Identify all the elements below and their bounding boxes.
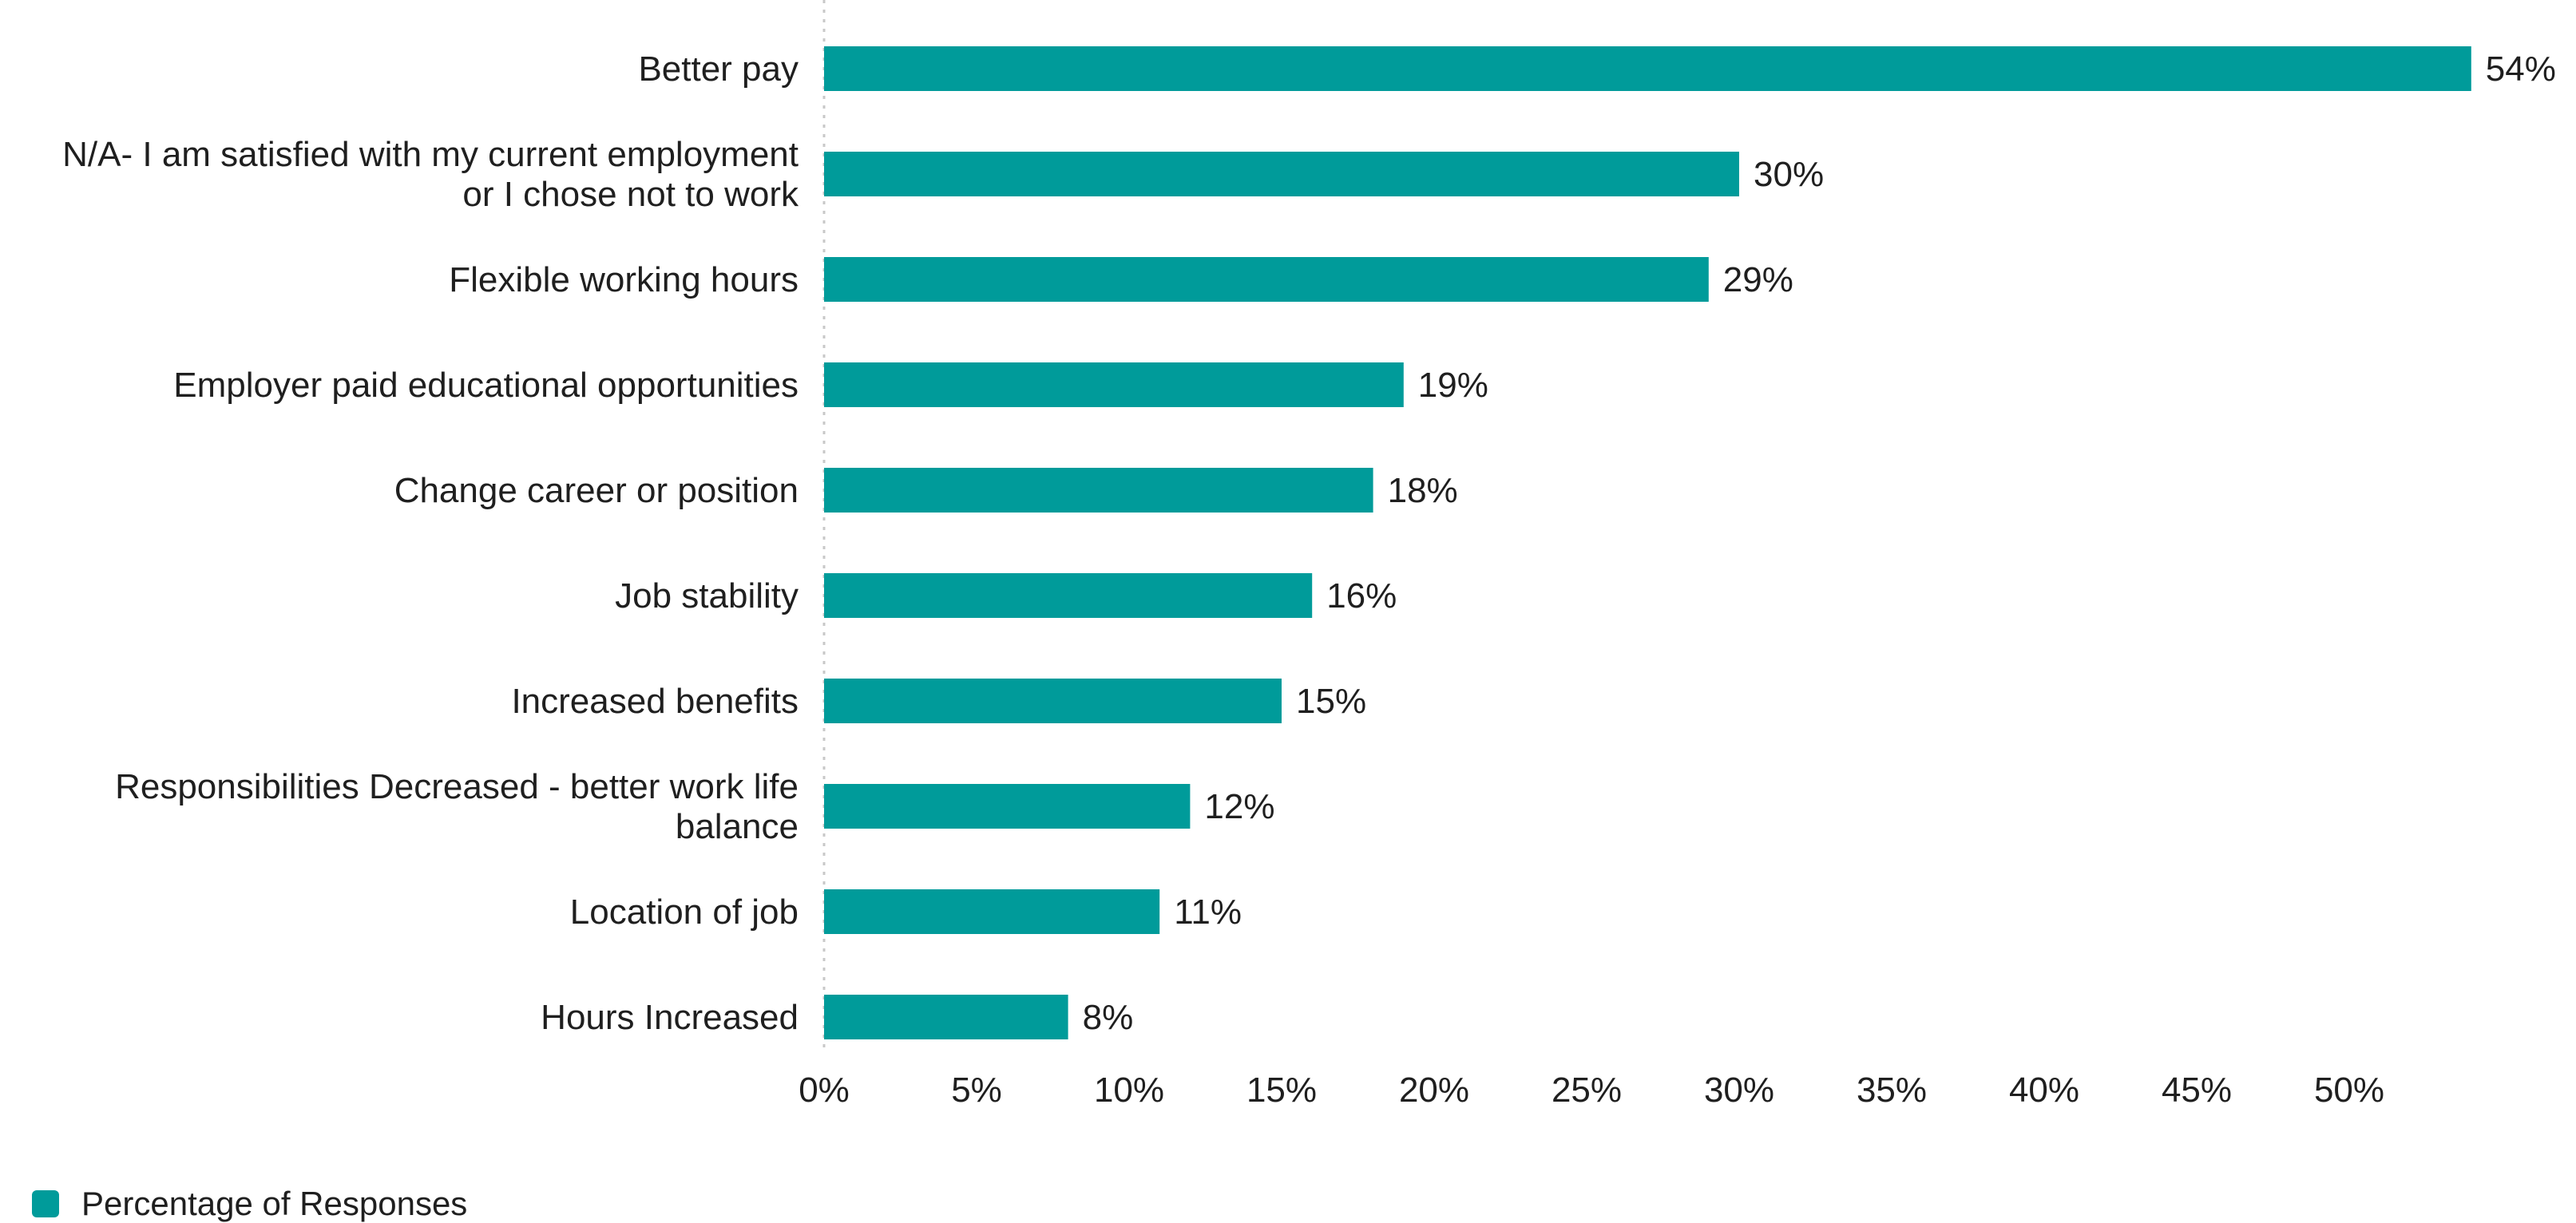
category-label: Responsibilities Decreased - better work… bbox=[115, 767, 799, 846]
category-label: Flexible working hours bbox=[449, 260, 799, 299]
legend-label: Percentage of Responses bbox=[81, 1185, 468, 1222]
data-label: 11% bbox=[1174, 893, 1242, 932]
bar bbox=[824, 995, 1068, 1039]
data-label: 29% bbox=[1723, 260, 1793, 299]
x-tick-label: 0% bbox=[799, 1071, 850, 1110]
x-tick-label: 45% bbox=[2162, 1071, 2232, 1110]
x-tick-label: 25% bbox=[1552, 1071, 1622, 1110]
data-labels: 54% 30% 29% 19% 18% 16% 15% 12% 11% 8% bbox=[1083, 49, 2556, 1037]
bar bbox=[824, 152, 1739, 196]
data-label: 12% bbox=[1204, 787, 1274, 826]
category-label: N/A- I am satisfied with my current empl… bbox=[62, 135, 799, 214]
bar bbox=[824, 573, 1313, 618]
x-tick-label: 20% bbox=[1399, 1071, 1469, 1110]
legend: Percentage of Responses bbox=[32, 1185, 467, 1223]
data-label: 15% bbox=[1296, 682, 1366, 721]
category-label: Location of job bbox=[570, 893, 799, 932]
data-label: 30% bbox=[1754, 155, 1824, 194]
bar bbox=[824, 679, 1282, 723]
bars-group bbox=[824, 46, 2471, 1039]
x-tick-label: 15% bbox=[1246, 1071, 1317, 1110]
bar bbox=[824, 784, 1191, 829]
category-label: Better pay bbox=[638, 49, 799, 89]
x-tick-label: 40% bbox=[2009, 1071, 2079, 1110]
data-label: 19% bbox=[1418, 366, 1488, 405]
category-labels: Better pay N/A- I am satisfied with my cu… bbox=[62, 49, 799, 1037]
bar bbox=[824, 468, 1373, 513]
data-label: 8% bbox=[1083, 998, 1134, 1037]
category-label: Job stability bbox=[615, 576, 799, 615]
bar bbox=[824, 46, 2471, 91]
x-tick-label: 5% bbox=[951, 1071, 1002, 1110]
data-label: 18% bbox=[1388, 471, 1458, 510]
x-tick-label: 10% bbox=[1094, 1071, 1164, 1110]
x-tick-label: 30% bbox=[1704, 1071, 1774, 1110]
bar bbox=[824, 257, 1709, 302]
category-label: Hours Increased bbox=[541, 998, 799, 1037]
data-label: 16% bbox=[1326, 576, 1397, 615]
x-tick-label: 50% bbox=[2314, 1071, 2384, 1110]
x-axis-ticks: 0% 5% 10% 15% 20% 25% 30% 35% 40% 45% 50% bbox=[799, 1071, 2384, 1110]
bar bbox=[824, 362, 1404, 407]
x-tick-label: 35% bbox=[1857, 1071, 1927, 1110]
category-label: Employer paid educational opportunities bbox=[173, 366, 799, 405]
bar bbox=[824, 889, 1160, 934]
data-label: 54% bbox=[2486, 49, 2556, 89]
category-label: Increased benefits bbox=[511, 682, 799, 721]
category-label: Change career or position bbox=[394, 471, 799, 510]
legend-swatch bbox=[32, 1190, 59, 1217]
